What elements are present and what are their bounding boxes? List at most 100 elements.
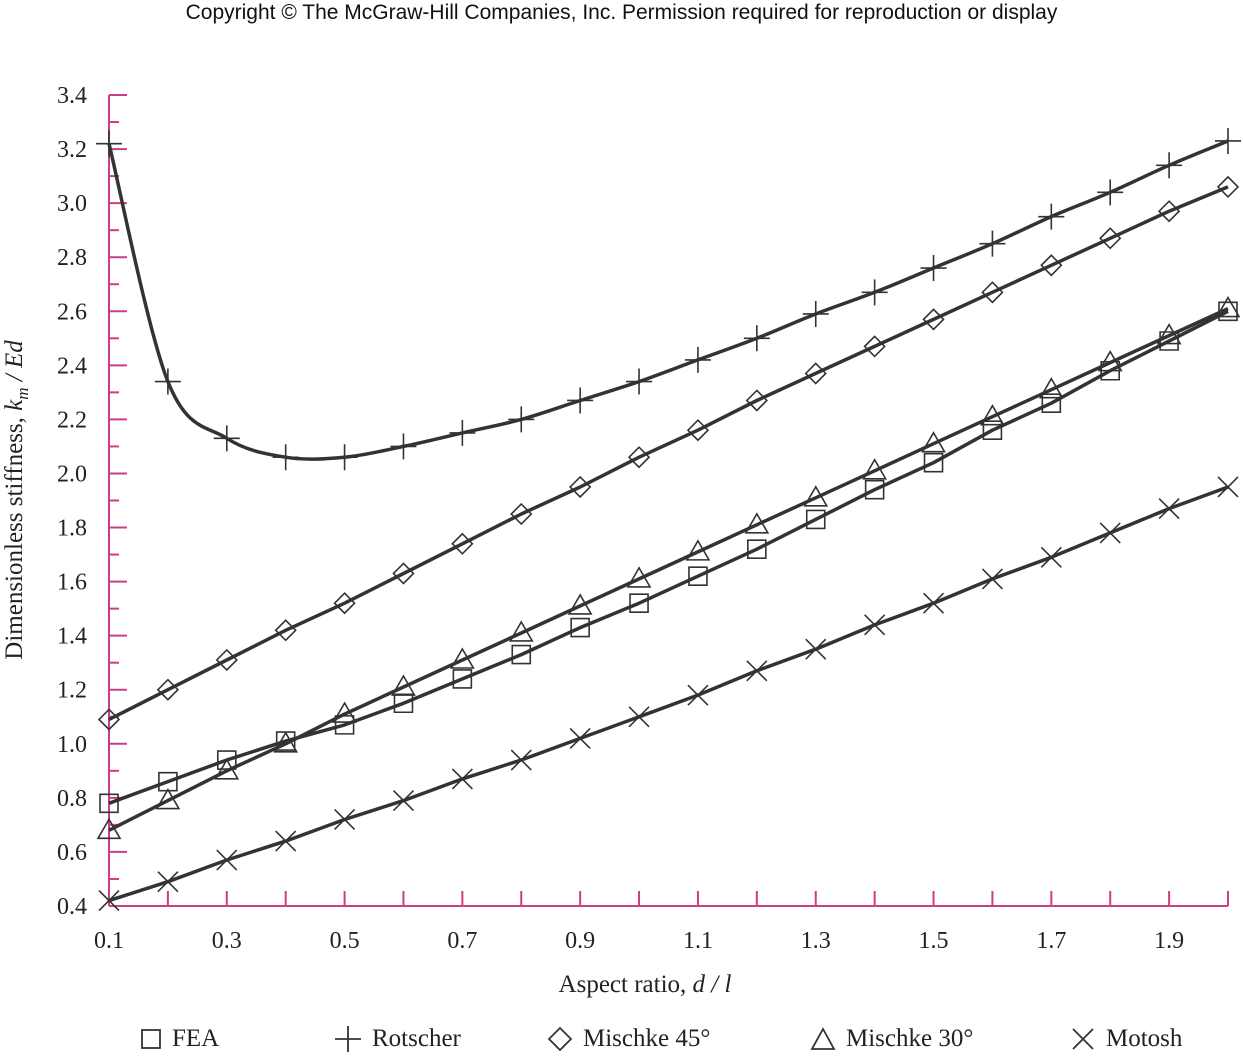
y-tick-label: 1.8	[57, 516, 87, 542]
legend-label-motosh: Motosh	[1106, 1025, 1183, 1052]
y-tick-label: 2.8	[57, 245, 87, 271]
triangle-marker	[1038, 377, 1064, 399]
axes	[108, 94, 1229, 907]
square-marker	[688, 566, 708, 586]
cross-marker	[334, 808, 356, 831]
y-tick-label: 1.6	[57, 570, 87, 596]
legend: FEA Rotscher Mischke 45° Mischke 30° Mot…	[0, 1022, 1243, 1056]
square-marker	[982, 420, 1003, 441]
diamond-marker	[510, 502, 533, 526]
cross-marker	[157, 871, 179, 893]
diamond-marker	[686, 419, 710, 442]
diamond-marker	[627, 446, 651, 469]
series-markers-square	[99, 301, 1238, 814]
diamond-marker	[1040, 254, 1063, 277]
triangle-marker	[980, 404, 1005, 426]
diamond-marker	[1099, 227, 1122, 250]
diamond-marker	[981, 281, 1004, 304]
legend-item-mischke-30: Mischke 30°	[810, 1022, 973, 1056]
series-line-cross	[108, 485, 1229, 903]
cross-marker	[1158, 498, 1180, 520]
y-axis-title: Dimensionless stiffness, km / Ed	[1, 340, 32, 660]
cross-marker	[1217, 476, 1239, 498]
plus-marker	[979, 230, 1006, 257]
triangle-marker	[626, 566, 652, 588]
cross-marker	[628, 706, 650, 728]
triangle-marker	[921, 431, 946, 453]
triangle-marker	[1097, 350, 1123, 372]
cross-marker	[275, 830, 297, 852]
x-tick-label: 0.9	[565, 928, 595, 954]
square-marker	[805, 509, 826, 530]
series-markers-plus	[96, 127, 1241, 471]
legend-item-rotscher: Rotscher	[334, 1022, 461, 1056]
diamond-marker	[392, 562, 415, 585]
cross-marker	[922, 592, 945, 614]
triangle-marker	[1215, 295, 1241, 318]
square-marker	[452, 669, 473, 689]
square-marker	[629, 593, 649, 614]
square-marker	[99, 793, 119, 814]
y-tick-label: 1.4	[57, 624, 87, 650]
diamond-marker	[215, 648, 238, 672]
x-tick-label: 0.5	[330, 928, 360, 954]
triangle-marker	[214, 758, 240, 780]
y-tick-label: 3.4	[57, 83, 87, 109]
x-tick-label: 0.1	[94, 928, 124, 954]
square-marker	[275, 731, 296, 751]
legend-label-mischke-45: Mischke 45°	[583, 1025, 711, 1052]
square-marker	[158, 771, 178, 792]
triangle-marker	[273, 731, 299, 753]
plus-marker	[861, 279, 888, 306]
y-tick-label: 2.2	[57, 407, 87, 433]
square-marker-icon	[141, 1029, 161, 1049]
plus-marker	[920, 255, 947, 282]
y-tick-label: 0.8	[57, 786, 87, 812]
plus-marker	[567, 387, 594, 414]
x-axis-title: Aspect ratio, d / l	[559, 971, 732, 998]
series-markers-cross	[98, 476, 1239, 912]
tick-labels: 0.4 0.6 0.8 1.0 1.2 1.4 1.6 1.8 2.0 2.2 2.4 2.6 2.8 3…	[57, 83, 1184, 954]
y-tick-label: 3.0	[57, 191, 87, 217]
cross-marker	[569, 727, 591, 749]
triangle-marker	[155, 787, 181, 810]
square-marker	[747, 539, 767, 559]
x-tick-label: 1.3	[801, 928, 831, 954]
y-tick-label: 0.6	[57, 840, 87, 866]
cross-marker	[216, 849, 238, 871]
cross-marker	[805, 638, 827, 660]
square-marker	[570, 617, 590, 638]
cross-marker	[392, 790, 415, 812]
triangle-marker	[862, 458, 888, 480]
y-tick-label: 1.2	[57, 678, 87, 704]
triangle-marker	[685, 539, 711, 561]
legend-label-mischke-30: Mischke 30°	[846, 1025, 974, 1052]
cross-marker	[687, 684, 709, 706]
y-tick-label: 3.2	[57, 137, 87, 163]
plus-marker	[508, 406, 535, 433]
diamond-marker	[1157, 200, 1181, 223]
square-marker	[1041, 393, 1062, 413]
plus-marker	[1097, 179, 1124, 206]
x-tick-label: 0.3	[212, 928, 242, 954]
plus-marker	[626, 368, 653, 395]
legend-label-rotscher: Rotscher	[372, 1025, 461, 1052]
triangle-marker	[803, 485, 829, 507]
plus-marker	[1215, 127, 1241, 154]
diamond-marker	[333, 592, 356, 615]
diamond-marker	[97, 708, 121, 731]
y-tick-label: 0.4	[57, 894, 87, 920]
y-tick-label: 2.4	[57, 353, 87, 379]
plus-marker	[213, 425, 240, 452]
triangle-marker	[567, 593, 593, 615]
diamond-marker	[156, 678, 180, 701]
square-marker	[334, 715, 355, 735]
diamond-marker-icon	[547, 1026, 573, 1052]
square-marker	[923, 452, 944, 473]
x-tick-label: 1.7	[1036, 928, 1066, 954]
cross-marker	[1040, 546, 1062, 568]
cross-marker	[98, 890, 120, 912]
diamond-marker	[804, 362, 827, 385]
series-lines	[107, 139, 1229, 903]
stiffness-chart: 0.4 0.6 0.8 1.0 1.2 1.4 1.6 1.8 2.0 2.2 2.4 2.6 2.8 3…	[1, 83, 1241, 998]
